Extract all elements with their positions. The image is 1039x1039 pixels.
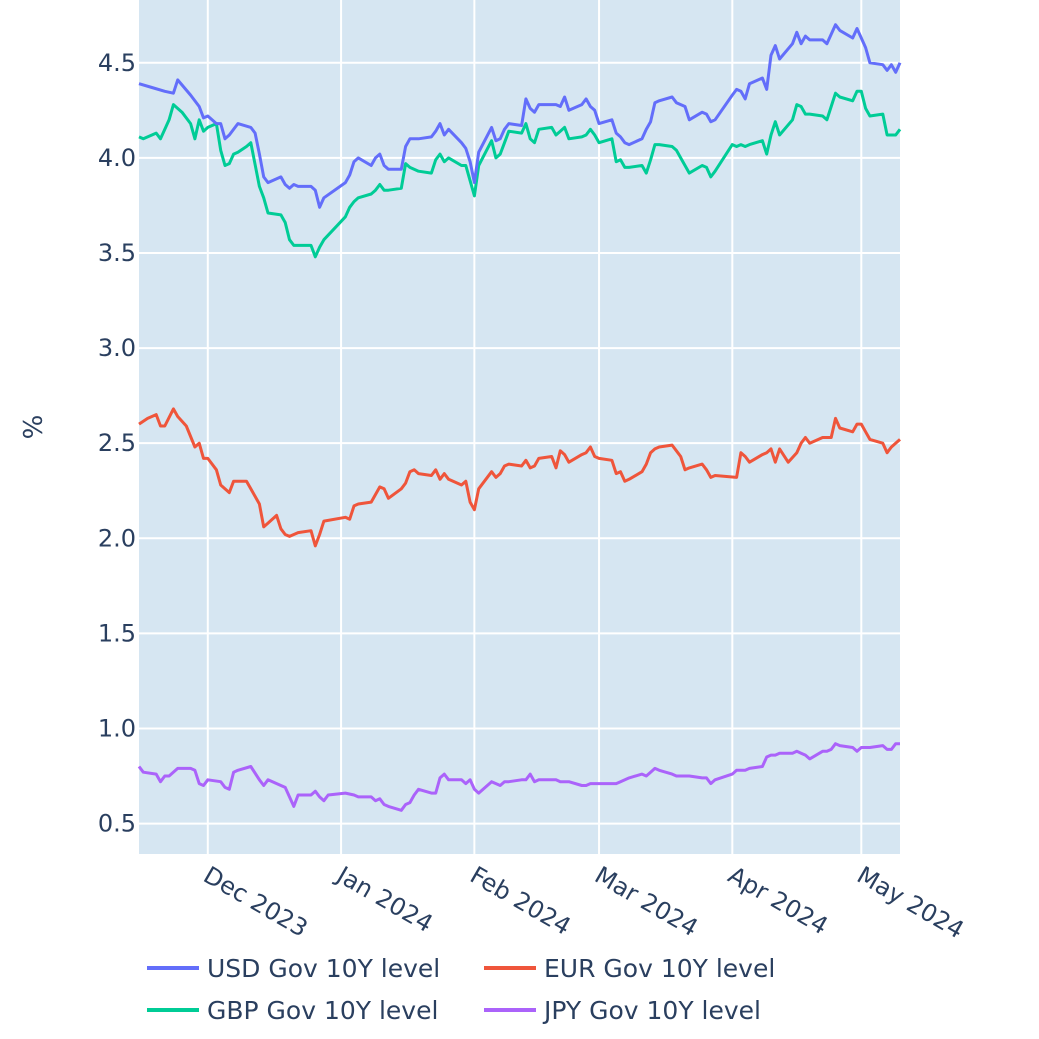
series-line-gbp [138,89,902,259]
y-tick-label: 1.5 [98,619,136,647]
series-line-eur [138,407,901,548]
y-tick-label: 3.5 [98,239,136,267]
y-tick-label: 4.0 [98,144,136,172]
y-tick-label: 4.5 [98,49,136,77]
y-tick-label: 2.5 [98,429,136,457]
legend: USD Gov 10Y level EUR Gov 10Y level GBP Go… [147,954,775,1025]
legend-item-label: USD Gov 10Y level [207,954,440,983]
series-lines [137,23,902,812]
y-axis-ticks: 0.5 1.0 1.5 2.0 2.5 3.0 3.5 4.0 4.5 [98,49,136,838]
y-tick-label: 2.0 [98,524,136,552]
y-tick-label: 0.5 [98,810,136,838]
legend-item-label: GBP Gov 10Y level [207,996,438,1025]
series-line-jpy [137,742,900,812]
series-line-usd [138,23,902,209]
legend-item-label: EUR Gov 10Y level [544,954,775,983]
legend-item-label: JPY Gov 10Y level [542,996,761,1025]
plot-background [139,0,900,854]
y-gridlines [139,61,900,825]
y-axis-title: % [19,415,49,440]
y-tick-label: 3.0 [98,334,136,362]
y-tick-label: 1.0 [98,714,136,742]
